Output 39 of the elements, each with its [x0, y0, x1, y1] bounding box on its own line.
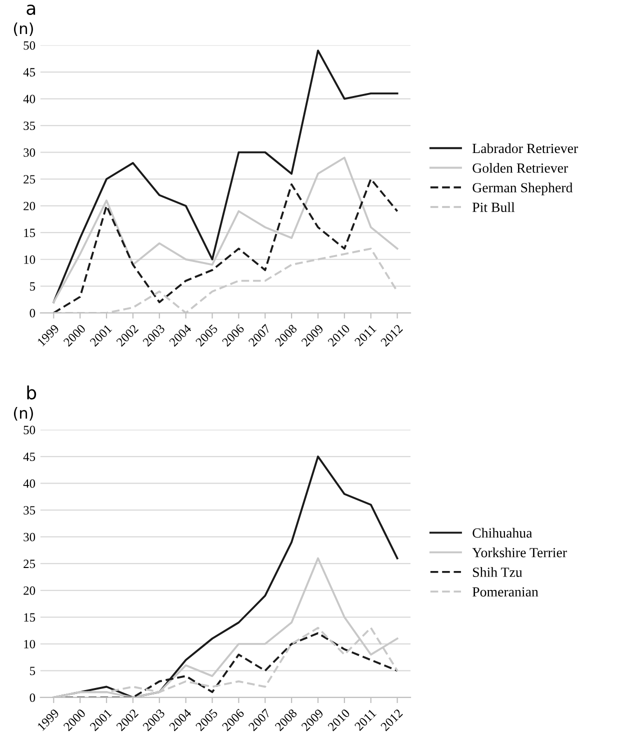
y-tick-label: 15	[24, 613, 36, 622]
y-tick-label: 10	[24, 640, 36, 648]
y-axis-title: (n)	[14, 406, 33, 421]
y-tick-label: 40	[23, 94, 36, 104]
line-series	[52, 156, 398, 304]
legend-label: Labrador Retriever	[472, 143, 578, 154]
y-tick-label: 25	[24, 175, 36, 184]
y-tick-label: 30	[24, 532, 36, 542]
y-tick-label: 35	[24, 506, 36, 515]
chart-title: b	[27, 386, 36, 400]
y-tick-label: 40	[23, 479, 36, 488]
y-tick-label: 5	[30, 666, 36, 676]
legend-label: Chihuahua	[472, 528, 532, 538]
legend-label: Pomeranian	[472, 587, 538, 597]
y-tick-label: 0	[30, 693, 36, 702]
y-tick-label: 25	[24, 560, 36, 568]
y-tick-label: 15	[24, 228, 36, 238]
y-tick-label: 30	[24, 148, 36, 157]
y-tick-label: 35	[24, 122, 36, 130]
line-series	[52, 50, 398, 304]
y-tick-label: 20	[24, 202, 36, 210]
legend-label: German Shepherd	[472, 182, 573, 196]
legend-label: Golden Retriever	[472, 163, 568, 173]
line-series	[52, 178, 398, 313]
y-tick-label: 50	[24, 426, 36, 434]
legend-label: Shih Tzu	[473, 567, 522, 577]
x-tick-label: 2011	[354, 708, 377, 732]
y-tick-label: 45	[23, 452, 36, 462]
legend-label: Yorkshire Terrier	[472, 548, 567, 558]
y-tick-label: 0	[30, 308, 36, 318]
legend-label: Pit Bull	[472, 202, 515, 212]
y-tick-label: 5	[30, 282, 36, 291]
x-tick-label: 2011	[354, 324, 377, 347]
y-tick-label: 10	[24, 255, 36, 264]
y-tick-label: 50	[24, 41, 36, 50]
y-tick-label: 20	[24, 586, 36, 595]
chart-title: a	[26, 4, 36, 15]
y-tick-label: 45	[23, 68, 36, 76]
y-axis-title: (n)	[14, 22, 33, 36]
